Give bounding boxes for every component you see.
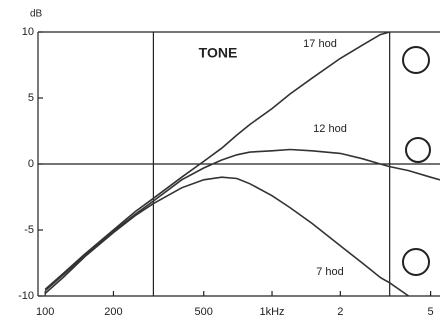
response-curve [44,176,410,297]
x-tick-label: 1kHz [259,306,284,318]
x-tick-label: 2 [337,306,343,318]
y-tick-label: -10 [18,290,34,302]
x-tick-label: 5 [428,306,434,318]
response-curve [44,31,390,290]
knob [405,137,431,163]
chart-title: TONE [199,45,238,61]
y-tick-label: 0 [28,158,34,170]
series-label: 12 hod [313,123,347,135]
x-tick-label: 500 [195,306,213,318]
knob [402,248,430,276]
y-tick-label: -5 [24,224,34,236]
y-tick-label: 5 [28,92,34,104]
knob [402,46,430,74]
y-tick-label: 10 [22,26,34,38]
x-tick-label: 100 [36,306,54,318]
series-label: 17 hod [303,38,337,50]
series-label: 7 hod [316,266,344,278]
response-curve [44,148,440,292]
y-unit: dB [30,9,43,20]
x-tick-label: 200 [104,306,122,318]
knob-icons [402,46,431,276]
